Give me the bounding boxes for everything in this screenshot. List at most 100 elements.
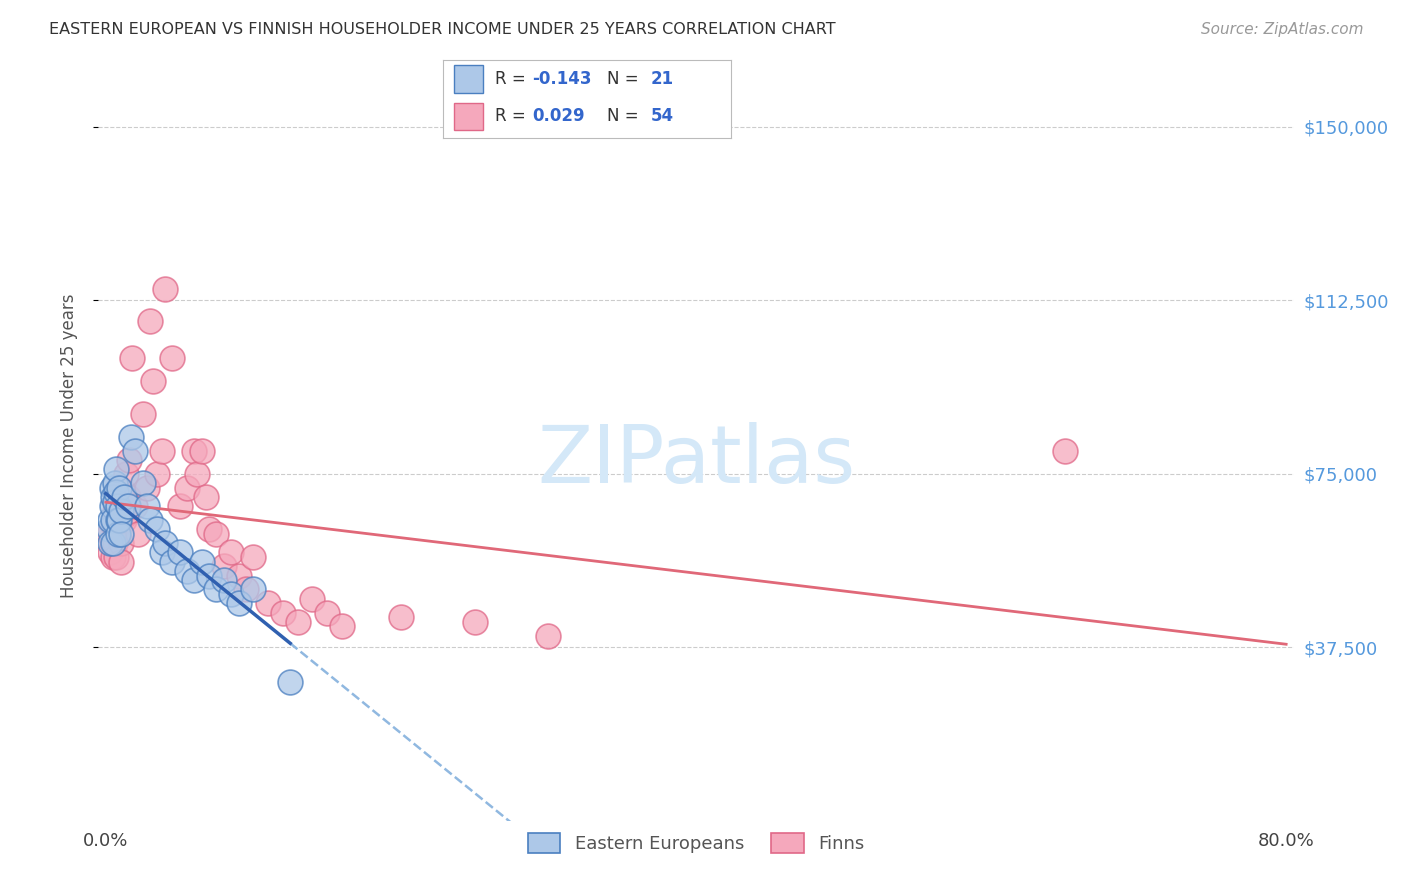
- Point: [114, 508, 136, 523]
- Point: [186, 467, 208, 481]
- Point: [105, 549, 128, 564]
- Point: [537, 629, 560, 643]
- Point: [120, 430, 142, 444]
- Point: [287, 615, 309, 629]
- Point: [169, 499, 191, 513]
- Point: [101, 490, 124, 504]
- Point: [212, 573, 235, 587]
- Point: [169, 545, 191, 559]
- Point: [112, 490, 135, 504]
- Point: [105, 485, 128, 500]
- Text: R =: R =: [495, 70, 531, 87]
- Text: EASTERN EUROPEAN VS FINNISH HOUSEHOLDER INCOME UNDER 25 YEARS CORRELATION CHART: EASTERN EUROPEAN VS FINNISH HOUSEHOLDER …: [49, 22, 835, 37]
- Point: [108, 481, 131, 495]
- Point: [205, 582, 228, 597]
- Point: [115, 467, 138, 481]
- Point: [228, 596, 250, 610]
- Point: [136, 499, 159, 513]
- Point: [127, 527, 149, 541]
- Point: [316, 606, 339, 620]
- Point: [117, 490, 139, 504]
- Point: [107, 513, 129, 527]
- Point: [100, 499, 122, 513]
- Y-axis label: Householder Income Under 25 years: Householder Income Under 25 years: [59, 293, 77, 599]
- Point: [228, 568, 250, 582]
- Point: [107, 481, 129, 495]
- Point: [176, 481, 198, 495]
- Point: [110, 504, 132, 518]
- Point: [278, 674, 301, 689]
- Point: [107, 527, 129, 541]
- Point: [104, 475, 127, 490]
- Point: [1053, 443, 1076, 458]
- Text: N =: N =: [607, 70, 644, 87]
- Text: N =: N =: [607, 107, 644, 125]
- Point: [98, 513, 121, 527]
- Point: [242, 549, 264, 564]
- Point: [257, 596, 280, 610]
- Point: [100, 481, 122, 495]
- Point: [153, 536, 176, 550]
- Point: [104, 536, 127, 550]
- Point: [160, 351, 183, 365]
- Point: [146, 467, 169, 481]
- Point: [104, 494, 127, 508]
- Point: [212, 559, 235, 574]
- Point: [105, 462, 128, 476]
- Point: [105, 522, 128, 536]
- Point: [205, 527, 228, 541]
- Point: [108, 513, 131, 527]
- Point: [101, 549, 124, 564]
- Point: [110, 536, 132, 550]
- Point: [183, 443, 205, 458]
- Point: [97, 522, 120, 536]
- Bar: [454, 65, 484, 93]
- Point: [98, 536, 121, 550]
- Point: [112, 513, 135, 527]
- Point: [146, 522, 169, 536]
- Point: [110, 555, 132, 569]
- Point: [124, 499, 146, 513]
- Point: [190, 555, 212, 569]
- Point: [330, 619, 353, 633]
- Point: [219, 545, 242, 559]
- Point: [195, 490, 218, 504]
- Point: [124, 443, 146, 458]
- Point: [112, 485, 135, 500]
- Point: [110, 527, 132, 541]
- Point: [101, 536, 124, 550]
- Point: [176, 564, 198, 578]
- Point: [121, 351, 143, 365]
- Legend: Eastern Europeans, Finns: Eastern Europeans, Finns: [520, 826, 872, 860]
- Point: [301, 591, 323, 606]
- Point: [139, 314, 162, 328]
- Point: [150, 545, 173, 559]
- Point: [190, 443, 212, 458]
- Point: [104, 504, 127, 518]
- Point: [136, 481, 159, 495]
- Point: [183, 573, 205, 587]
- Point: [107, 499, 129, 513]
- Text: R =: R =: [495, 107, 531, 125]
- Point: [107, 499, 129, 513]
- Point: [108, 513, 131, 527]
- Text: -0.143: -0.143: [533, 70, 592, 87]
- Point: [235, 582, 257, 597]
- Point: [150, 443, 173, 458]
- Point: [389, 610, 412, 624]
- Point: [219, 587, 242, 601]
- Point: [101, 517, 124, 532]
- Point: [464, 615, 486, 629]
- Text: 21: 21: [651, 70, 673, 87]
- Point: [153, 282, 176, 296]
- Text: 0.029: 0.029: [533, 107, 585, 125]
- Point: [242, 582, 264, 597]
- Point: [97, 527, 120, 541]
- Text: Source: ZipAtlas.com: Source: ZipAtlas.com: [1201, 22, 1364, 37]
- Point: [198, 522, 221, 536]
- Point: [160, 555, 183, 569]
- Point: [131, 407, 153, 421]
- Point: [98, 545, 121, 559]
- Text: ZIPatlas: ZIPatlas: [537, 422, 855, 500]
- Point: [131, 475, 153, 490]
